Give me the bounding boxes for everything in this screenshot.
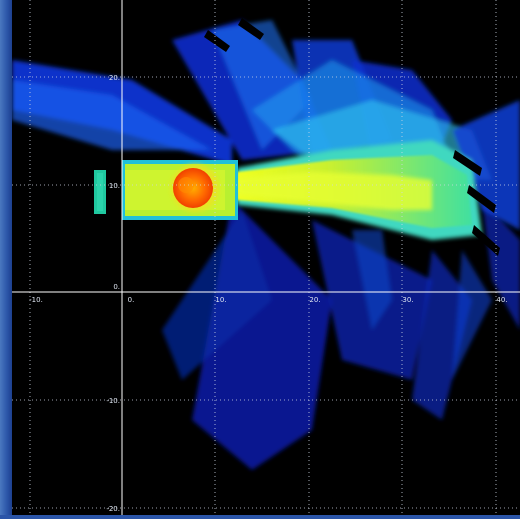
x-tick-label: 40. [496, 296, 507, 304]
y-tick-label: 0. [113, 283, 120, 291]
scattered-field-lower [162, 200, 520, 470]
axes [12, 0, 520, 515]
x-tick-label: 20. [309, 296, 320, 304]
primary-beam [237, 140, 482, 240]
x-tick-label: 30. [402, 296, 413, 304]
y-tick-label: -20. [106, 505, 120, 513]
tick-labels: -10. 0. 10. 20. 30. 40. 20. 10. 0. -10. -20. [29, 74, 507, 513]
x-tick-label: -10. [29, 296, 43, 304]
collimator-slits [204, 18, 500, 256]
x-tick-label: 0. [128, 296, 135, 304]
grid-lines [12, 0, 520, 515]
hot-spot [171, 164, 219, 212]
x-tick-label: 10. [215, 296, 226, 304]
y-tick-label: 20. [109, 74, 120, 82]
y-tick-label: 10. [109, 182, 120, 190]
field-plot: -10. 0. 10. 20. 30. 40. 20. 10. 0. -10. -20. [12, 0, 520, 515]
window-left-border [0, 0, 12, 519]
y-tick-label: -10. [106, 397, 120, 405]
window-bottom-border [0, 515, 520, 519]
